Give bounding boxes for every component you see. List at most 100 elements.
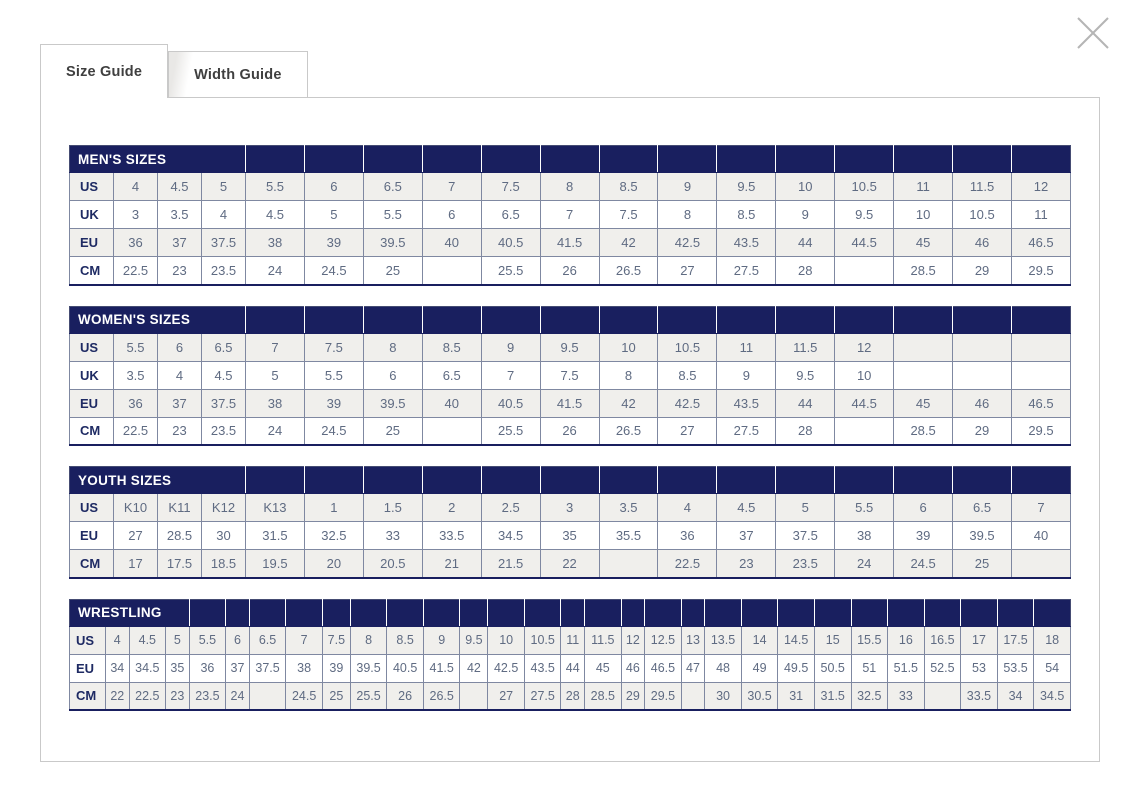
tab-width-guide[interactable]: Width Guide [168,51,308,98]
size-cell: 23 [165,681,190,711]
table-row: EU 36 37 37.5 38 39 39.5 40 40.5 41.5 42 42.5 43.5 44… [69,388,1072,418]
size-cell: 24 [225,681,250,711]
table-header-cell [480,466,541,494]
size-cell: 4 [157,360,202,390]
size-cell: 10 [598,332,659,362]
close-button[interactable] [1074,14,1112,52]
size-cell [1010,549,1072,578]
size-cell: 7.5 [480,172,541,201]
size-cell: 37.5 [201,388,246,418]
table-row: CM 22.5 23 23.5 24 24.5 25 25.5 26 26.5 27 27.5 28 28… [69,256,1071,285]
size-cell: 25.5 [480,256,541,285]
table-header-cell [539,466,600,494]
size-cell: 45 [893,228,954,257]
table-header-row: YOUTH SIZES [69,466,1071,494]
tab-size-guide[interactable]: Size Guide [40,44,169,98]
size-cell [952,332,1012,362]
size-cell: 44 [560,653,586,683]
size-cell: 37 [716,521,777,550]
size-table: YOUTH SIZES US K10 K11 K12 K13 1 1.5 2 2.5 3 3.5 4 4.… [69,466,1072,579]
size-table: WOMEN'S SIZES US 5.5 6 6.5 7 7.5 8 8.5 9 9.5 10 10.5… [69,305,1072,446]
table-header-cell [716,466,776,494]
size-cell: 9.5 [775,360,836,390]
table-row: CM 22.5 23 23.5 24 24.5 25 25.5 26 26.5 27 27.5 28 28… [69,416,1072,446]
size-cell: 11.5 [952,172,1013,201]
size-cell: 12 [1011,172,1071,201]
size-cell: 29.5 [644,681,682,711]
size-cell: 35.5 [598,521,659,550]
table-header-cell [303,306,364,334]
size-cell: 34 [105,653,130,683]
size-cell: 15.5 [850,625,889,655]
size-cell: 21.5 [480,549,541,578]
size-cell: 22.5 [657,549,718,578]
table-title: WRESTLING [69,599,190,627]
table-header-cell [362,306,423,334]
size-cell: 9.5 [834,200,895,229]
table-header-cell [813,599,851,627]
row-label: CM [69,256,114,285]
size-cell: 43.5 [716,388,777,418]
size-cell: 23.5 [188,681,227,711]
size-cell: 10 [775,172,836,201]
size-cell [952,360,1012,390]
table-row: US 4 4.5 5 5.5 6 6.5 7 7.5 8 8.5 9 9.5 10 10.5 11 11.5 12… [69,625,1071,655]
table-header-cell [887,599,925,627]
size-cell: 5.5 [834,493,895,522]
size-cell: 11 [716,332,777,362]
size-cell: 24 [245,416,305,446]
size-cell: 43.5 [523,653,562,683]
size-cell: 34.5 [480,521,541,550]
table-title: WOMEN'S SIZES [69,306,246,334]
table-header-cell [421,145,482,173]
size-cell: 8 [539,172,600,201]
size-cell: 53 [960,653,998,683]
size-cell: 40.5 [480,228,541,257]
size-cell: 26 [539,416,600,446]
size-cell: 23.5 [775,549,836,578]
row-label: US [69,172,114,201]
size-cell: 13.5 [704,625,742,655]
table-header-cell [285,599,323,627]
size-cell: 5.5 [113,332,158,362]
size-cell: 39.5 [349,653,388,683]
size-cell: 41.5 [539,228,600,257]
size-cell: K13 [245,493,305,522]
size-cell: 39.5 [362,228,423,257]
table-header-cell [245,145,305,173]
size-cell [421,256,482,285]
size-cell: 46.5 [1011,228,1071,257]
size-cell: 28.5 [893,416,954,446]
size-cell: 37 [157,228,202,257]
size-cell: 28.5 [893,256,954,285]
size-cell: 36 [113,388,158,418]
size-cell: 40 [421,388,482,418]
table-header-cell [421,306,482,334]
size-cell: 25 [362,416,423,446]
table-header-cell [834,306,894,334]
size-cell [459,681,489,711]
size-cell: 46.5 [1010,388,1072,418]
size-cell: 11 [560,625,586,655]
table-header-cell [777,599,815,627]
size-cell: 3 [539,493,600,522]
size-cell: 34.5 [128,653,167,683]
size-cell: 26.5 [598,416,659,446]
size-cell: 5 [245,360,305,390]
size-cell: 43.5 [716,228,777,257]
size-cell: 37 [157,388,202,418]
size-cell: 20.5 [362,549,423,578]
size-cell: 30 [704,681,742,711]
size-cell: 3.5 [113,360,158,390]
table-row: CM 17 17.5 18.5 19.5 20 20.5 21 21.5 22 22.5 23 23.5… [69,549,1072,578]
size-cell: 42.5 [657,388,718,418]
row-label: CM [69,549,114,578]
table-header-cell [952,145,1012,173]
size-cell: 26 [539,256,600,285]
table-header-cell [303,466,364,494]
size-cell: 10.5 [523,625,562,655]
size-cell: 25 [321,681,351,711]
table-header-row: MEN'S SIZES [69,145,1071,173]
table-header-cell [620,599,645,627]
size-cell: 5.5 [303,360,364,390]
